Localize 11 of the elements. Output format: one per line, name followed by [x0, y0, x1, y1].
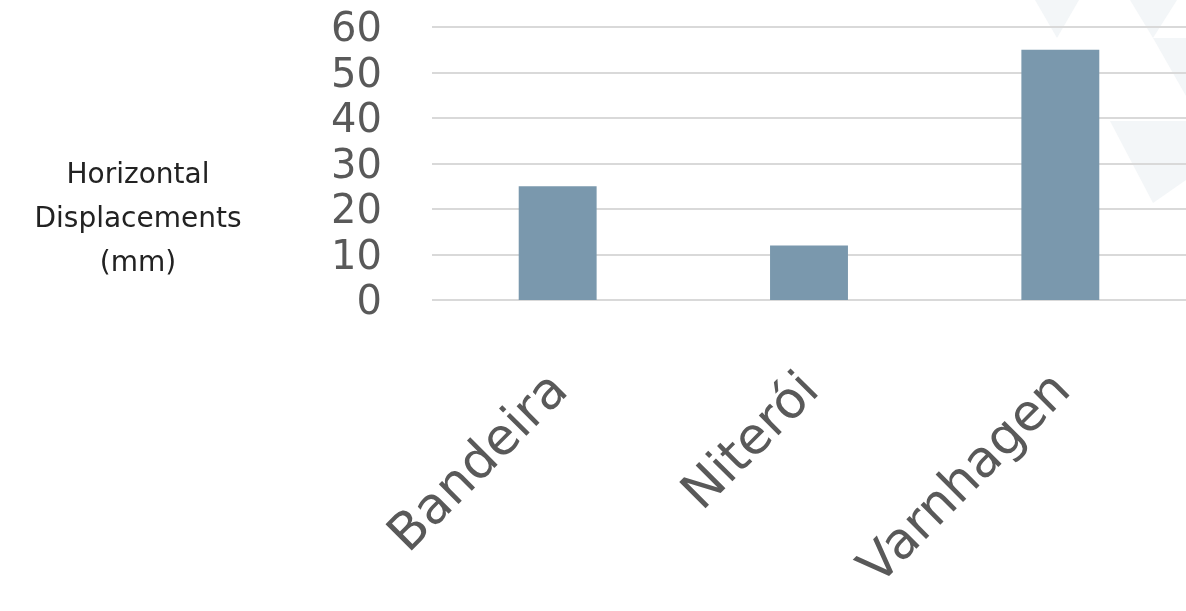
y-tick-label: 0 — [356, 277, 382, 323]
y-tick-label: 40 — [331, 95, 382, 141]
y-axis-title: Horizontal Displacements (mm) — [34, 156, 242, 278]
y-tick-label: 50 — [331, 49, 382, 96]
y-tick-label: 60 — [331, 4, 382, 50]
y-tick-label: 20 — [331, 186, 382, 232]
bar — [770, 245, 848, 300]
bar — [1021, 49, 1100, 300]
y-tick-label: 10 — [331, 231, 382, 278]
y-tick-label: 30 — [331, 140, 382, 187]
bar — [518, 186, 597, 300]
